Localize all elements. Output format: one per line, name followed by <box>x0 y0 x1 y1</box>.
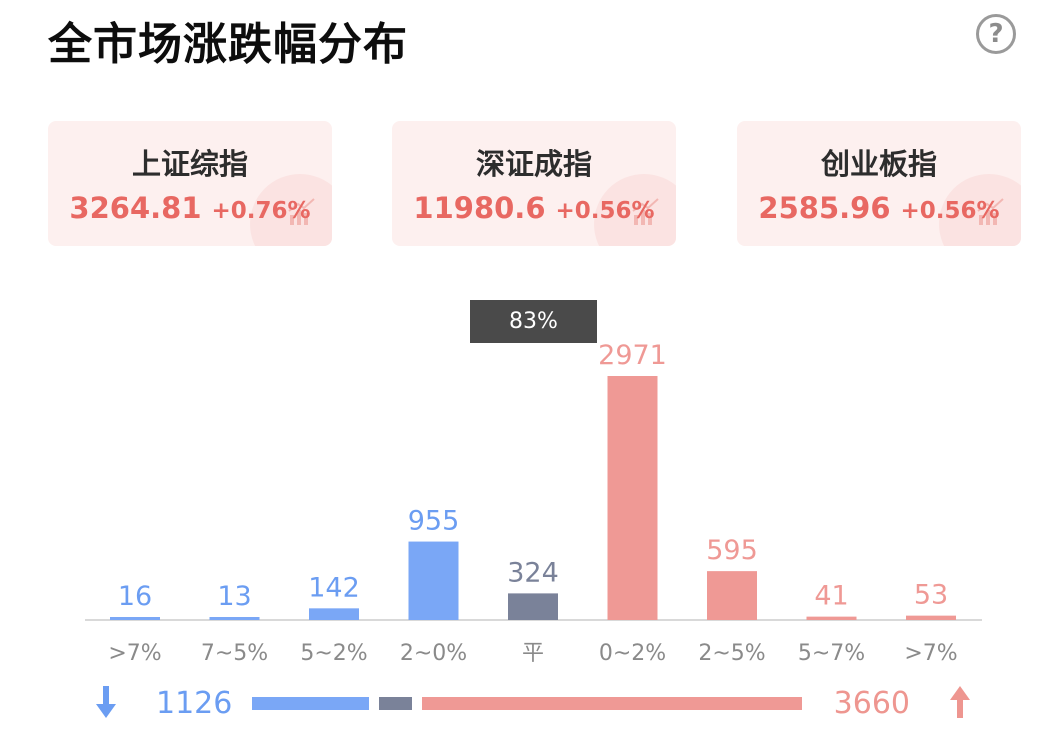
bar-2[interactable] <box>309 608 359 620</box>
category-tick-label: 7~5% <box>201 641 268 666</box>
bar-5[interactable] <box>607 376 658 620</box>
category-tick-label: 5~2% <box>300 641 367 666</box>
bar-value-label: 41 <box>814 581 848 612</box>
category-tick-label: 5~7% <box>798 641 865 666</box>
category-tick-label: 0~2% <box>599 641 666 666</box>
down-total: 1126 <box>156 686 233 721</box>
bar-value-label: 142 <box>308 572 360 603</box>
bar-8[interactable] <box>906 615 956 620</box>
bar-1[interactable] <box>209 617 260 620</box>
index-change: +0.56% <box>555 198 655 224</box>
index-name: 上证综指 <box>131 147 248 181</box>
index-value-row: 11980.6 +0.56% <box>392 191 676 225</box>
up-total: 3660 <box>833 686 910 721</box>
trend-up-icon <box>977 198 1004 225</box>
arrow-up-icon <box>950 686 970 718</box>
bar-6[interactable] <box>707 571 757 620</box>
index-value-row: 2585.96 +0.56% <box>737 191 1021 225</box>
bar-7[interactable] <box>806 616 857 620</box>
index-name: 创业板指 <box>820 147 937 181</box>
index-value-row: 3264.81 +0.76% <box>48 191 332 225</box>
bar-3[interactable] <box>408 541 459 620</box>
bar-value-label: 955 <box>408 506 460 537</box>
bar-value-label: 595 <box>706 535 758 566</box>
trend-up-icon <box>288 198 315 225</box>
bar-0[interactable] <box>110 617 160 620</box>
distribution-bar-chart[interactable]: 16 >7% 13 7~5% 142 5~2% 955 2~0% 324 平 2971 0~2% 595… <box>0 330 1062 680</box>
category-tick-label: >7% <box>904 641 957 666</box>
bar-value-label: 16 <box>118 581 152 612</box>
index-value: 3264.81 <box>69 191 202 225</box>
index-value: 2585.96 <box>758 191 891 225</box>
page-title: 全市场涨跌幅分布 <box>48 19 408 70</box>
bar-value-label: 13 <box>217 581 251 612</box>
bar-value-label: 2971 <box>598 340 667 371</box>
bar-4[interactable] <box>508 593 558 620</box>
index-card-chinext[interactable]: 创业板指 2585.96 +0.56% <box>737 121 1021 246</box>
index-value: 11980.6 <box>413 191 546 225</box>
ratio-bar-flat <box>378 697 413 710</box>
index-change: +0.56% <box>900 198 1000 224</box>
index-change: +0.76% <box>211 198 311 224</box>
chart-tooltip: 83% <box>470 300 597 343</box>
ratio-bar-up <box>422 697 802 710</box>
ratio-bar-down <box>252 697 369 710</box>
category-tick-label: 2~0% <box>400 641 467 666</box>
index-card-shanghai[interactable]: 上证综指 3264.81 +0.76% <box>48 121 332 246</box>
arrow-down-icon <box>96 686 116 718</box>
category-tick-label: 平 <box>522 641 544 666</box>
category-tick-label: 2~5% <box>698 641 765 666</box>
index-card-shenzhen[interactable]: 深证成指 11980.6 +0.56% <box>392 121 676 246</box>
help-icon[interactable]: ? <box>976 14 1016 54</box>
bar-value-label: 53 <box>914 580 948 611</box>
trend-up-icon <box>632 198 659 225</box>
category-tick-label: >7% <box>108 641 161 666</box>
index-name: 深证成指 <box>475 147 592 181</box>
bar-value-label: 324 <box>507 557 559 588</box>
